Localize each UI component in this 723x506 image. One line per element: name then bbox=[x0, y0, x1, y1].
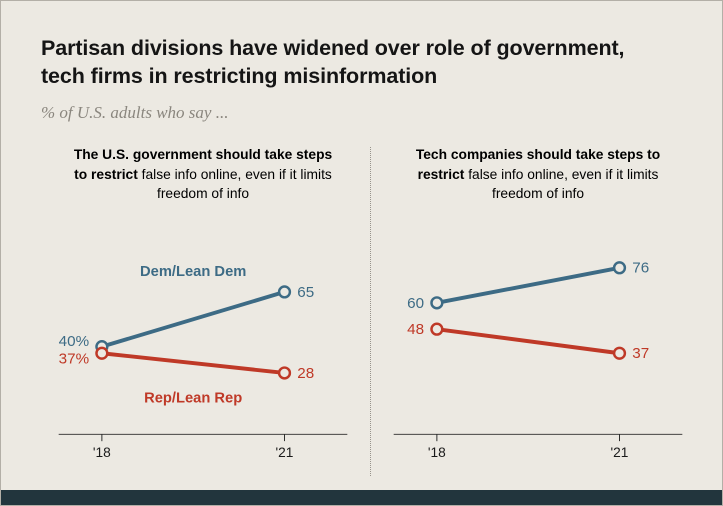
chart-subtitle: % of U.S. adults who say ... bbox=[41, 103, 229, 123]
end-value-label: 65 bbox=[297, 284, 314, 301]
series-label: Dem/Lean Dem bbox=[140, 264, 246, 280]
panel-government-title-rest: false info online, even if it limits fre… bbox=[137, 166, 332, 202]
footer-bar bbox=[1, 490, 722, 505]
panel-tech-title-rest: false info online, even if it limits fre… bbox=[464, 166, 659, 202]
start-value-label: 60 bbox=[407, 295, 424, 312]
data-point-marker bbox=[612, 346, 627, 360]
data-point-marker bbox=[277, 366, 292, 380]
data-point-marker bbox=[95, 346, 109, 360]
panel-tech-title: Tech companies should take steps to rest… bbox=[401, 145, 675, 204]
data-point-marker bbox=[430, 295, 444, 310]
panel-tech: Tech companies should take steps to rest… bbox=[376, 145, 700, 476]
trend-line bbox=[101, 351, 285, 375]
graphic-content: Partisan divisions have widened over rol… bbox=[1, 1, 722, 476]
tech-line-chart: '18 '21 60 76 48 37 bbox=[393, 259, 683, 460]
series-label: Rep/Lean Rep bbox=[144, 390, 242, 406]
data-point-marker bbox=[430, 322, 444, 336]
axis-tick-label: '21 bbox=[611, 445, 629, 460]
trend-line bbox=[436, 326, 620, 355]
data-point-marker bbox=[612, 260, 627, 275]
panel-divider bbox=[370, 147, 371, 476]
end-value-label: 28 bbox=[297, 365, 314, 382]
start-value-label: 48 bbox=[407, 321, 424, 338]
panel-tech-title-bold: Tech companies should take steps to rest… bbox=[415, 147, 661, 182]
government-line-chart: '18 '21 40% 65 Dem/Lean Dem 37% 28 Rep/Lean Rep bbox=[59, 264, 348, 460]
axis-tick-label: '21 bbox=[276, 445, 294, 460]
chart-panels: The U.S. government should take steps to… bbox=[41, 145, 698, 476]
data-point-marker bbox=[277, 285, 292, 299]
axis-tick-label: '18 bbox=[93, 445, 111, 460]
trend-line bbox=[101, 289, 286, 349]
panel-government-title: The U.S. government should take steps to… bbox=[66, 145, 340, 204]
panel-government: The U.S. government should take steps to… bbox=[41, 145, 365, 476]
end-value-label: 37 bbox=[632, 345, 649, 362]
end-value-label: 76 bbox=[632, 259, 649, 276]
chart-title: Partisan divisions have widened over rol… bbox=[41, 36, 625, 88]
axis-tick-label: '18 bbox=[428, 445, 446, 460]
start-value-label: 37% bbox=[59, 350, 89, 367]
panel-government-title-bold: The U.S. government should take steps to… bbox=[73, 147, 333, 182]
start-value-label: 40% bbox=[59, 333, 89, 350]
trend-line bbox=[436, 265, 620, 305]
